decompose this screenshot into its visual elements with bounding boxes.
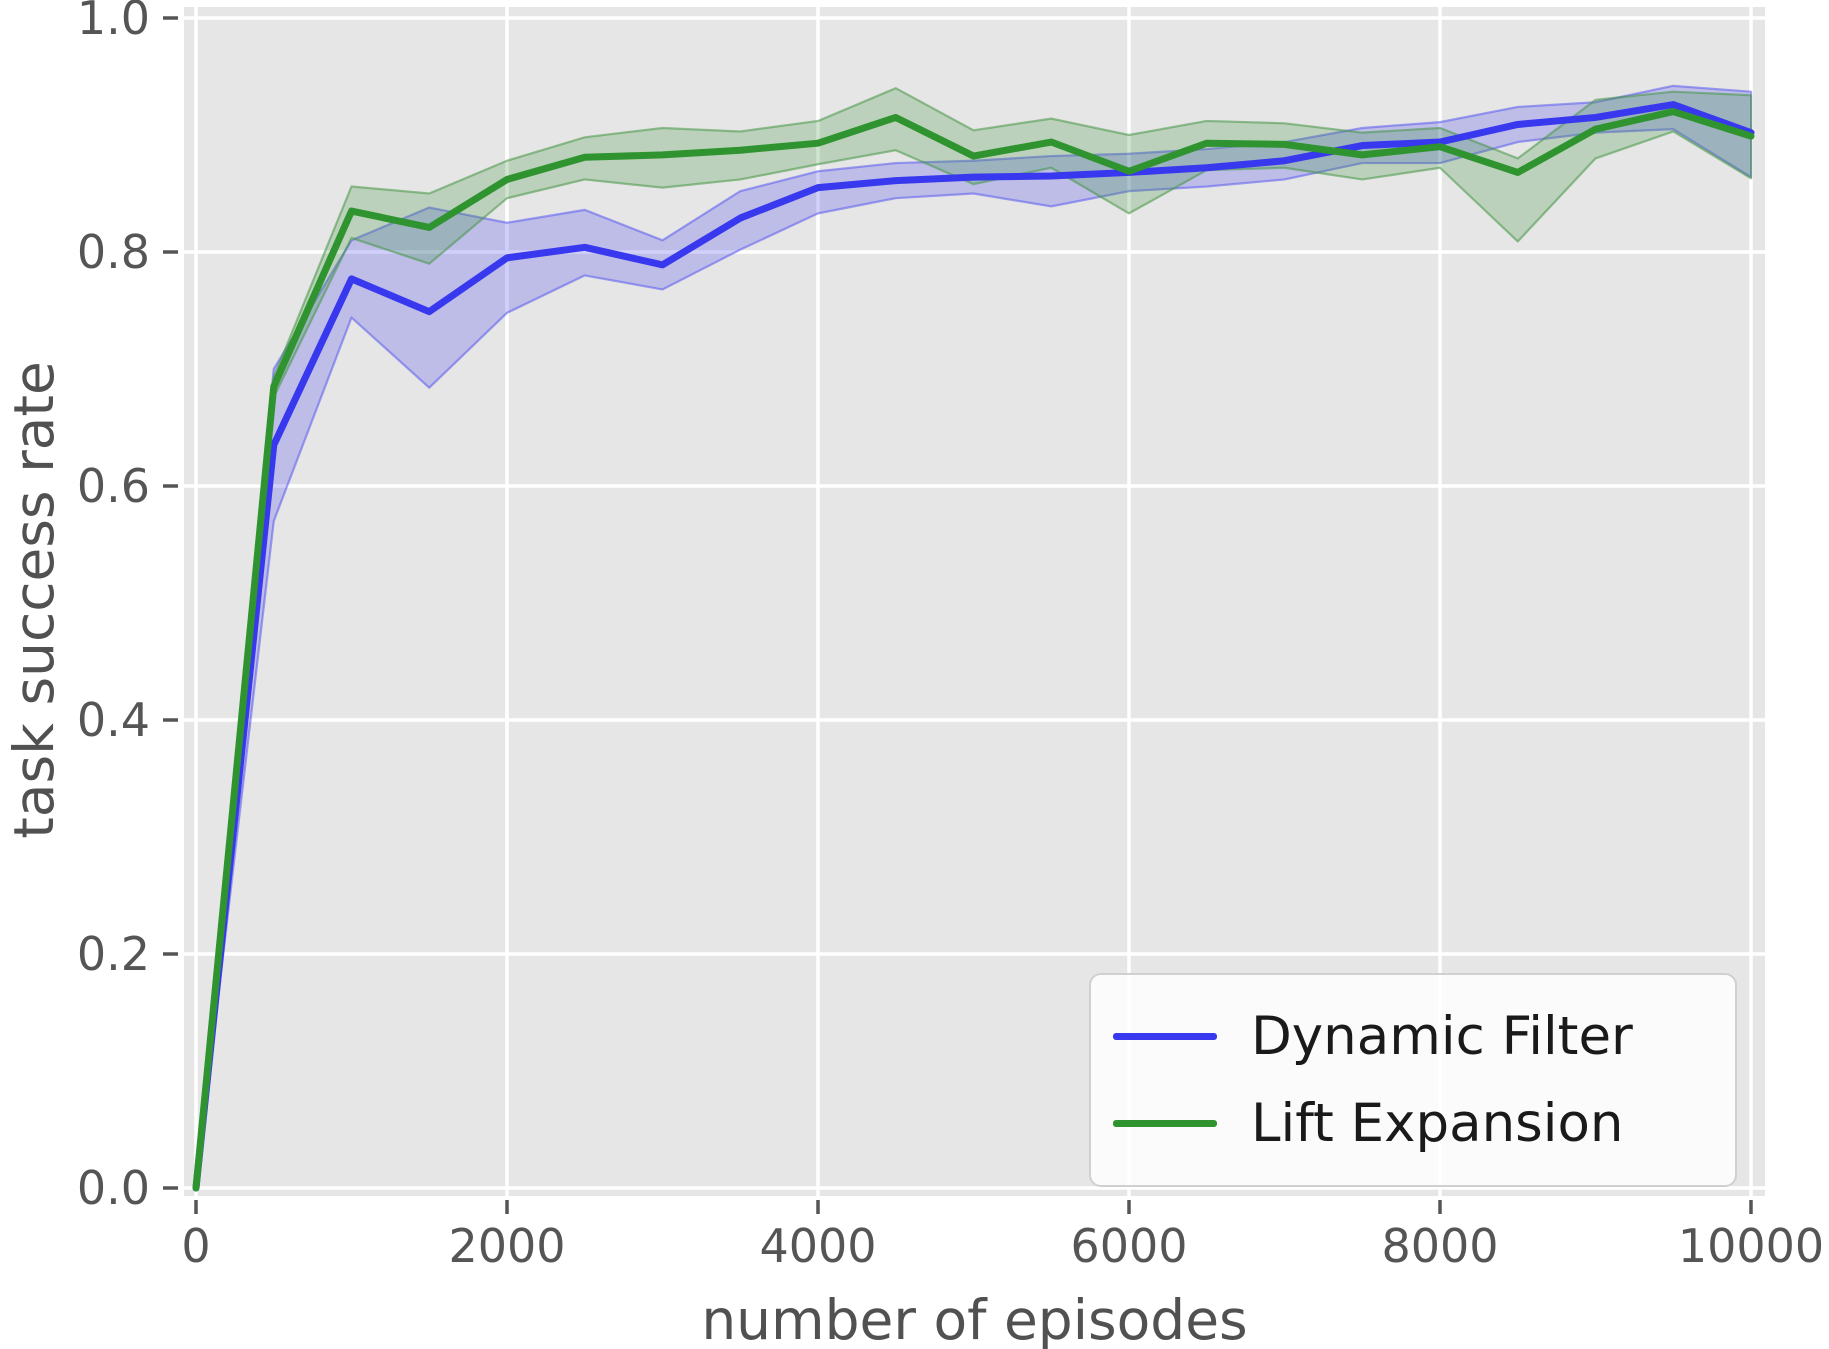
x-tick-label: 2000 xyxy=(448,1219,565,1273)
y-tick-label: 0.6 xyxy=(77,459,150,513)
y-tick-label: 0.8 xyxy=(77,225,150,279)
line-dynamic-filter xyxy=(192,101,1755,1192)
y-tick-label: 0.4 xyxy=(77,693,150,747)
line-lift-expansion xyxy=(192,108,1755,1192)
y-tick-label: 0.0 xyxy=(77,1161,150,1215)
legend-line-sample-blue xyxy=(1113,1032,1217,1040)
legend-item-lift-expansion: Lift Expansion xyxy=(1113,1097,1735,1150)
x-tick-label: 6000 xyxy=(1070,1219,1187,1273)
legend-label-dynamic-filter: Dynamic Filter xyxy=(1251,1005,1633,1067)
legend: Dynamic Filter Lift Expansion xyxy=(1089,973,1737,1187)
x-tick-label: 8000 xyxy=(1381,1219,1498,1273)
legend-label-lift-expansion: Lift Expansion xyxy=(1251,1093,1624,1155)
x-tick-label: 10000 xyxy=(1678,1219,1824,1273)
legend-item-dynamic-filter: Dynamic Filter xyxy=(1113,1010,1735,1063)
y-tick-label: 1.0 xyxy=(77,0,150,45)
x-tick-label: 0 xyxy=(181,1219,210,1273)
x-axis-label: number of episodes xyxy=(701,1288,1248,1349)
legend-line-sample-green xyxy=(1113,1120,1217,1128)
y-axis-label: task success rate xyxy=(2,361,66,839)
y-tick-label: 0.2 xyxy=(77,927,150,981)
x-tick-label: 4000 xyxy=(759,1219,876,1273)
